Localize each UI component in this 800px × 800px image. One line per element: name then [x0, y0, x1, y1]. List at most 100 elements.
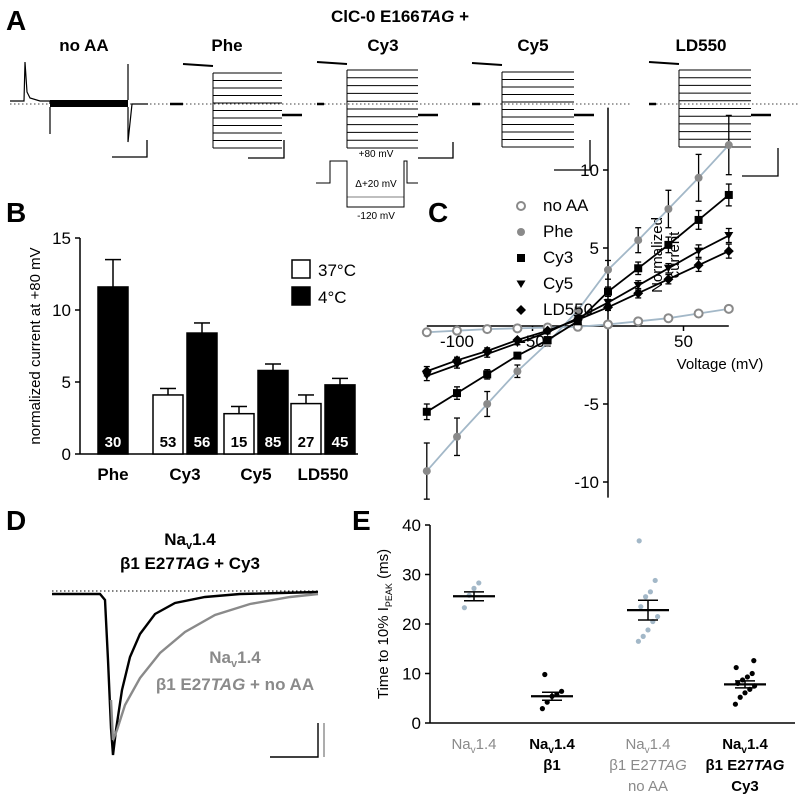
legend-marker [516, 201, 526, 211]
bar-37c [223, 412, 255, 455]
trace-no-aa [109, 592, 319, 741]
trace-set-ld550 [648, 61, 800, 177]
y-tick-label: 5 [590, 239, 599, 258]
legend-swatch-4c [291, 286, 311, 306]
panel-label-e: E [352, 505, 371, 536]
group-0: Nav1.4 [451, 580, 497, 756]
voltage-protocol: +80 mV Δ+20 mV -120 mV [316, 149, 418, 222]
panel-b: B 0 5 10 15 normalized current at +80 mV Phe 3… [6, 197, 358, 484]
trace-band [50, 100, 128, 107]
data-point [421, 327, 432, 338]
data-point [694, 215, 703, 224]
data-point [422, 407, 431, 416]
category-label: Phe [97, 465, 128, 484]
data-point [652, 577, 658, 584]
data-point [723, 246, 734, 257]
data-point [664, 205, 673, 213]
bar-4c [186, 332, 218, 455]
condition-label-no-aa: no AA [59, 36, 108, 55]
n-label: 45 [332, 434, 349, 451]
data-point [724, 141, 733, 150]
legend-marker [516, 280, 526, 288]
y-tick-label: 5 [62, 373, 71, 392]
group-2: Nav1.4β1 E27TAG no AA [609, 538, 687, 795]
legend-marker [516, 305, 526, 315]
bar-4c [257, 369, 289, 455]
data-point [633, 288, 644, 299]
n-label: 53 [160, 434, 177, 451]
group-label-line1: Nav1.4 [529, 736, 575, 756]
data-point [513, 351, 522, 360]
condition-label-ld550: LD550 [675, 36, 726, 55]
panel-d-title-line2: β1 E27TAG + Cy3 [120, 554, 260, 573]
scale-bar [112, 140, 148, 158]
trace [648, 61, 680, 65]
y-axis-label: Time to 10% IPEAK (ms) [375, 549, 394, 699]
data-point [483, 370, 492, 379]
bar-4c [324, 384, 356, 455]
data-point [694, 247, 704, 256]
data-point [635, 638, 642, 644]
data-point [694, 173, 703, 182]
trace-cy3 [52, 590, 319, 756]
panel-d-title-line1: Nav1.4 [164, 530, 216, 552]
y-tick-label: 30 [402, 566, 421, 585]
data-point [572, 314, 583, 325]
data-point [512, 335, 523, 346]
data-point [461, 605, 467, 611]
data-point [636, 538, 642, 544]
condition-label-phe: Phe [211, 36, 242, 55]
trace-set-no-aa [10, 61, 170, 158]
y-tick-label: 10 [52, 301, 71, 320]
scale-bar [418, 142, 454, 159]
series-ld550 [421, 243, 734, 377]
gray-label-line2: β1 E27TAG + no AA [156, 675, 314, 694]
legend-label-no-aa: no AA [543, 196, 589, 215]
panel-a-title: ClC-0 E166TAG + [331, 7, 469, 26]
data-point [422, 467, 431, 476]
y-tick-label: 0 [412, 714, 421, 733]
legend-label-37c: 37°C [318, 261, 356, 280]
panel-label-d: D [6, 505, 26, 536]
data-point [693, 308, 704, 319]
data-point [633, 316, 644, 327]
data-point [512, 323, 523, 334]
legend-label-cy3: Cy3 [543, 248, 573, 267]
data-point [543, 336, 552, 345]
y-tick-label: 15 [52, 229, 71, 248]
n-label: 30 [105, 434, 122, 451]
panel-label-a: A [6, 5, 26, 36]
group-label-line1: Nav1.4 [451, 736, 496, 756]
panel-label-b: B [6, 197, 26, 228]
y-tick-label: -5 [584, 395, 599, 414]
data-point [647, 589, 654, 595]
data-point [645, 627, 651, 633]
data-point [655, 613, 661, 620]
data-point [733, 664, 739, 671]
data-point [693, 260, 704, 271]
trace [10, 61, 50, 102]
data-point [539, 706, 546, 712]
n-label: 27 [298, 434, 315, 451]
y-tick-label: 10 [402, 665, 421, 684]
group-3: Nav1.4β1 E27TAG Cy3 [706, 658, 785, 795]
scale-bar [248, 140, 285, 159]
y-tick-label: 10 [580, 161, 599, 180]
data-point [633, 281, 643, 290]
data-point [737, 694, 743, 700]
data-point [724, 190, 733, 199]
data-point [724, 232, 734, 240]
x-tick-label: -100 [440, 332, 474, 351]
data-point [723, 303, 734, 314]
data-point [640, 633, 646, 639]
x-tick-label: 50 [674, 332, 693, 351]
data-point [542, 325, 553, 336]
data-point [742, 690, 748, 696]
data-point [482, 324, 493, 335]
data-point [643, 594, 649, 600]
trace [316, 61, 348, 65]
data-point [663, 313, 674, 324]
scale-bar-d [270, 723, 319, 758]
